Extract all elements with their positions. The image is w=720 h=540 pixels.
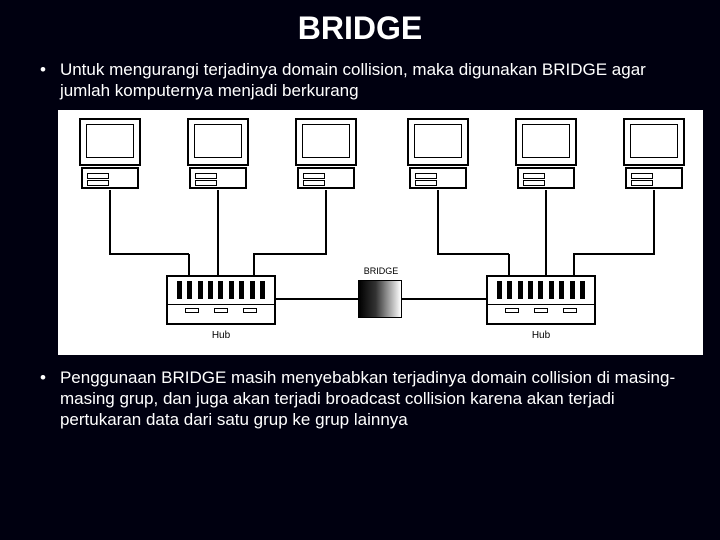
slide: BRIDGE • Untuk mengurangi terjadinya dom… [0,0,720,540]
hub-label: Hub [488,330,594,341]
bullet-text-1: Untuk mengurangi terjadinya domain colli… [60,59,690,102]
slide-title: BRIDGE [30,10,690,47]
bullet-1: • Untuk mengurangi terjadinya domain col… [30,59,690,102]
cable-horizontal [402,298,486,300]
cable-vertical [217,190,219,275]
cable-vertical [573,254,575,275]
computer-icon [506,118,586,198]
cable-vertical [437,190,439,254]
bullet-text-2: Penggunaan BRIDGE masih menyebabkan terj… [60,367,690,431]
cable-vertical [545,190,547,275]
bullet-marker: • [40,367,46,431]
network-diagram: Hub Hub BRIDGE [58,110,703,355]
hub-device: Hub [166,275,276,325]
cable-horizontal [253,253,327,255]
hub-label: Hub [168,330,274,341]
bridge-device: BRIDGE [358,280,402,318]
cable-vertical [508,254,510,275]
cable-vertical [253,254,255,275]
computer-icon [178,118,258,198]
cable-horizontal [437,253,509,255]
hub-device: Hub [486,275,596,325]
cable-vertical [109,190,111,254]
cable-horizontal [276,298,358,300]
bullet-marker: • [40,59,46,102]
computer-icon [286,118,366,198]
cable-vertical [188,254,190,275]
computer-icon [398,118,478,198]
cable-horizontal [573,253,655,255]
cable-vertical [653,190,655,254]
computer-icon [614,118,694,198]
bullet-2: • Penggunaan BRIDGE masih menyebabkan te… [30,367,690,431]
cable-vertical [325,190,327,254]
bridge-label: BRIDGE [351,266,411,276]
cable-horizontal [109,253,189,255]
computer-icon [70,118,150,198]
